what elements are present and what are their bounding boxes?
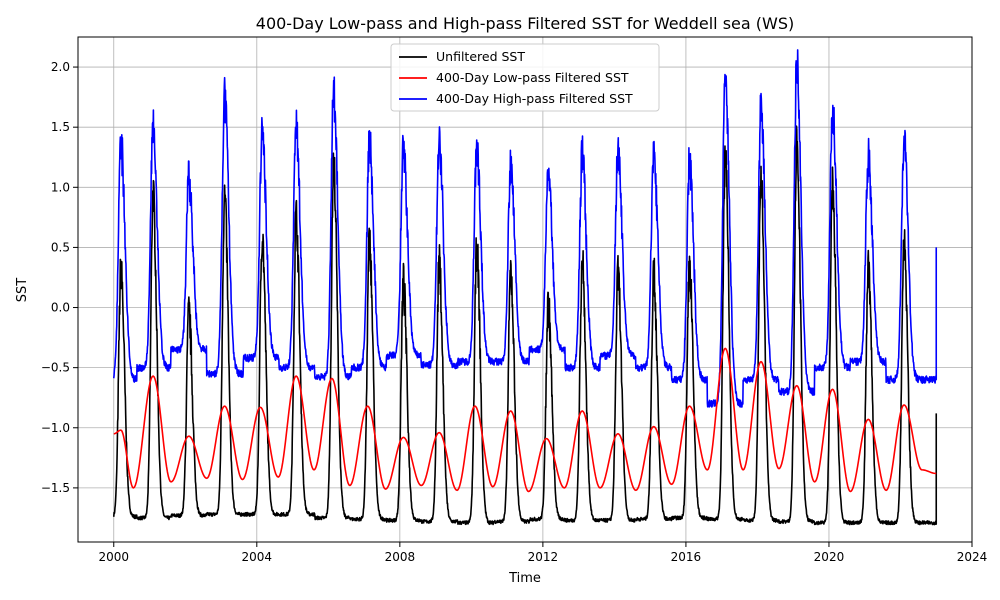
series-line-unfiltered-sst xyxy=(112,125,938,526)
y-tick-label: −0.5 xyxy=(41,361,70,375)
y-tick-label: 0.0 xyxy=(51,301,70,315)
series-line-high-pass-sst xyxy=(112,49,938,408)
y-tick-label: 2.0 xyxy=(51,60,70,74)
x-tick-label: 2008 xyxy=(385,550,416,564)
y-tick-label: 0.5 xyxy=(51,240,70,254)
y-axis-ticks: −1.5 −1.0 −0.5 0.0 0.5 1.0 1.5 2.0 xyxy=(41,60,78,495)
x-axis-ticks: 2000 2004 2008 2012 2016 2020 2024 xyxy=(98,542,987,564)
legend-label: Unfiltered SST xyxy=(436,49,525,64)
series-line-low-pass-sst xyxy=(113,347,937,493)
y-tick-label: 1.0 xyxy=(51,180,70,194)
plot-lines xyxy=(112,49,938,526)
x-tick-label: 2016 xyxy=(671,550,702,564)
y-tick-label: 1.5 xyxy=(51,120,70,134)
x-tick-label: 2020 xyxy=(814,550,845,564)
y-axis-label: SST xyxy=(15,278,30,303)
x-tick-label: 2000 xyxy=(98,550,129,564)
plot-frame xyxy=(77,36,973,543)
x-axis-label: Time xyxy=(508,571,541,586)
x-tick-label: 2024 xyxy=(957,550,988,564)
legend-box xyxy=(390,43,660,112)
legend-label: 400-Day Low-pass Filtered SST xyxy=(436,70,629,85)
chart-title: 400-Day Low-pass and High-pass Filtered … xyxy=(256,14,794,33)
x-tick-label: 2012 xyxy=(528,550,559,564)
y-tick-label: −1.5 xyxy=(41,481,70,495)
legend-label: 400-Day High-pass Filtered SST xyxy=(436,91,633,106)
x-tick-label: 2004 xyxy=(242,550,273,564)
y-tick-label: −1.0 xyxy=(41,421,70,435)
legend: Unfiltered SST 400-Day Low-pass Filtered … xyxy=(390,43,660,112)
